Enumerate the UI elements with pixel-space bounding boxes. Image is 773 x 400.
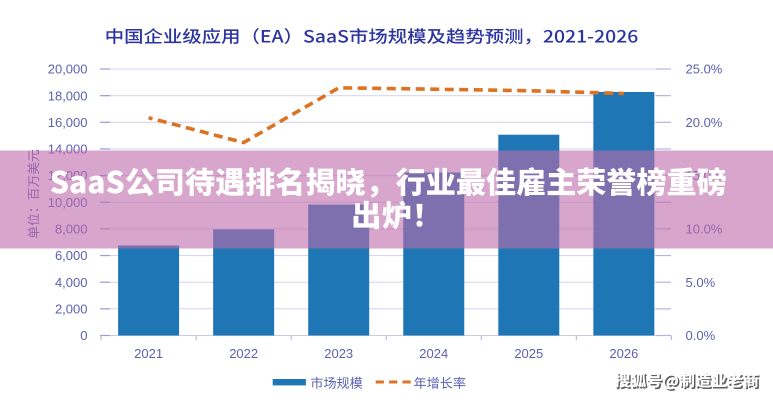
svg-text:2021: 2021 <box>134 346 163 361</box>
svg-text:2025: 2025 <box>514 346 543 361</box>
svg-text:2023: 2023 <box>324 346 353 361</box>
svg-text:25.0%: 25.0% <box>686 62 723 77</box>
svg-text:20.0%: 20.0% <box>686 115 723 130</box>
svg-text:2,000: 2,000 <box>55 301 88 316</box>
svg-text:2026: 2026 <box>609 346 638 361</box>
svg-text:0.0%: 0.0% <box>686 328 716 343</box>
svg-text:2022: 2022 <box>229 346 258 361</box>
svg-text:2024: 2024 <box>419 346 448 361</box>
svg-text:4,000: 4,000 <box>55 275 88 290</box>
svg-text:0: 0 <box>80 328 87 343</box>
svg-text:6,000: 6,000 <box>55 248 88 263</box>
svg-text:20,000: 20,000 <box>48 62 88 77</box>
svg-text:16,000: 16,000 <box>48 115 88 130</box>
svg-text:18,000: 18,000 <box>48 88 88 103</box>
svg-text:5.0%: 5.0% <box>686 275 716 290</box>
